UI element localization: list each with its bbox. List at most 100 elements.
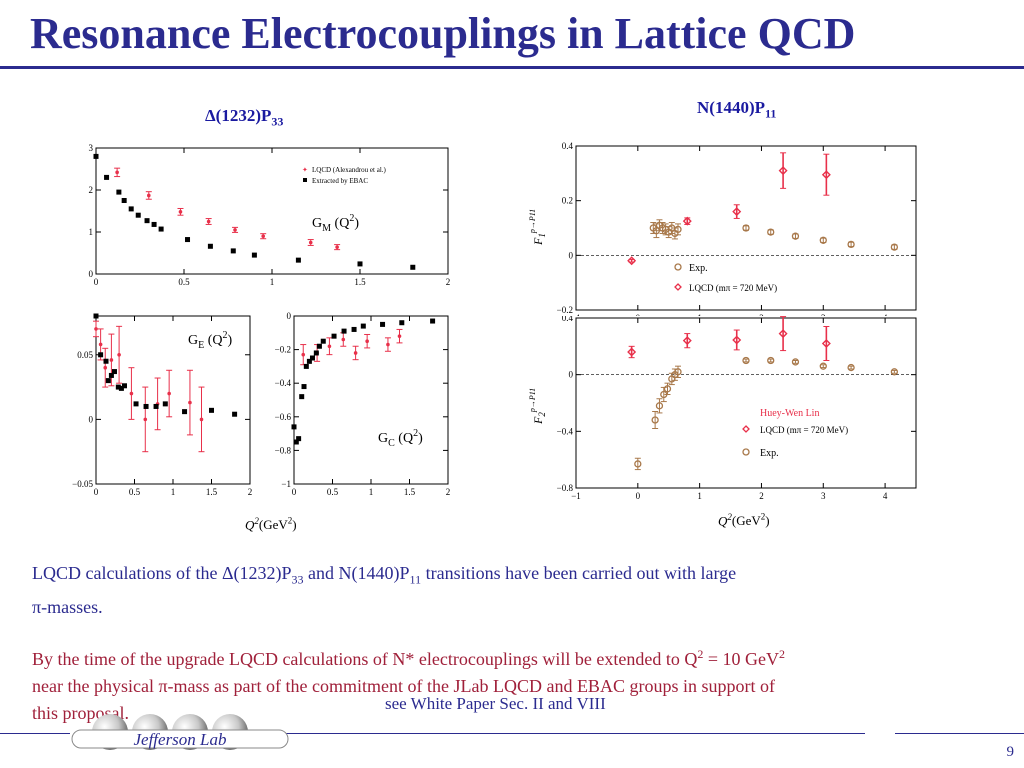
data-point: [207, 243, 213, 249]
heading-roper-sub: 11: [764, 106, 777, 121]
x-tick-label: 2: [446, 277, 451, 287]
y-tick-label: −0.2: [557, 305, 573, 315]
data-point: [341, 328, 347, 334]
data-point: [778, 329, 788, 339]
data-point: [360, 323, 366, 329]
y-tick-label: 0.4: [562, 316, 574, 323]
data-point: [301, 384, 307, 390]
data-point: [341, 337, 346, 342]
f1-chart: F1p→P11 Exp. LQCD (mπ = 720 MeV) −1 0 1 2 3 4…: [528, 141, 917, 316]
data-point: [147, 193, 151, 198]
data-point: [251, 252, 257, 258]
data-point: [674, 225, 682, 234]
y-tick-label: −0.2: [275, 345, 291, 355]
data-point: [627, 347, 637, 357]
roper-xlabel: Q2(GeV2): [718, 512, 770, 529]
footer-rule-left: [0, 733, 70, 734]
page-number: 9: [1006, 744, 1015, 760]
data-point: [819, 236, 827, 244]
f2-frame: [575, 317, 917, 489]
data-point: [732, 207, 742, 217]
data-point: [890, 368, 899, 376]
data-point: [351, 326, 357, 332]
ge-panel-label: GE (Q2): [188, 330, 233, 351]
data-point: [365, 339, 369, 343]
data-point: [397, 334, 402, 338]
data-point: [299, 394, 305, 400]
data-point: [98, 352, 104, 358]
data-point: [178, 210, 183, 214]
gc-panel-label: GC (Q2): [378, 428, 423, 449]
x-tick-label: 0.5: [327, 487, 339, 497]
x-tick-label: 0: [292, 487, 297, 497]
heading-roper-text: N(1440)P: [697, 98, 765, 117]
data-point: [293, 439, 299, 445]
data-point: [143, 403, 149, 409]
data-point: [380, 321, 386, 327]
y-tick-label: 1: [89, 227, 94, 237]
jefferson-lab-logo: Jefferson Lab: [71, 714, 289, 750]
y-tick-label: −1: [281, 479, 291, 489]
data-point: [320, 338, 326, 344]
y-tick-label: −0.05: [72, 479, 93, 489]
gc-chart: GC (Q2) 0 0.5 1 1.5 2 0 −0.2 −0.4 −0.6 −0.8 −1: [275, 311, 451, 497]
data-point: [742, 356, 750, 365]
data-point: [104, 174, 110, 180]
x-tick-label: 2: [759, 313, 764, 316]
data-point: [209, 407, 214, 413]
data-point: [791, 232, 800, 240]
f2-legend: Huey-Wen Lin LQCD (mπ = 720 MeV) Exp.: [742, 408, 848, 459]
x-tick-label: 0.5: [129, 487, 141, 497]
data-point: [199, 417, 204, 422]
heading-delta: Δ(1232)P33: [205, 106, 283, 129]
x-tick-label: 0: [636, 491, 641, 501]
white-paper-note: see White Paper Sec. II and VIII: [385, 694, 606, 713]
x-tick-label: 1: [369, 487, 374, 497]
x-tick-label: 0.5: [178, 277, 190, 287]
data-point: [291, 424, 297, 430]
data-point: [821, 339, 831, 348]
paragraph-lqcd: LQCD calculations of the Δ(1232)P33 and …: [32, 563, 737, 617]
data-point: [847, 240, 855, 249]
y-tick-label: 0.05: [77, 350, 93, 360]
x-tick-label: 3: [821, 313, 826, 316]
y-tick-label: 0.4: [562, 141, 574, 151]
data-point: [111, 369, 117, 375]
delta-xlabel: Q2(GeV2): [245, 516, 297, 533]
data-point: [188, 400, 192, 405]
data-point: [331, 333, 337, 339]
x-tick-label: 1: [697, 491, 702, 501]
y-tick-label: −0.8: [557, 483, 574, 493]
heading-delta-text: Δ(1232)P: [205, 106, 272, 125]
data-point: [105, 378, 111, 384]
x-tick-label: 0: [636, 313, 641, 316]
data-point: [386, 342, 390, 347]
x-tick-label: 3: [821, 491, 826, 501]
data-point: [144, 218, 150, 224]
data-point: [296, 436, 302, 442]
y-tick-label: 0: [569, 370, 574, 380]
data-point: [301, 352, 306, 357]
data-point: [109, 358, 114, 362]
data-point: [627, 256, 637, 266]
y-tick-label: 2: [89, 185, 94, 195]
gm-legend-lqcd: LQCD (Alexandrou et al.): [312, 166, 387, 174]
data-point: [143, 417, 148, 422]
data-point: [115, 384, 121, 390]
data-point: [93, 153, 99, 159]
data-point: [819, 362, 827, 370]
gm-frame: [95, 147, 449, 275]
f1-legend-exp: Exp.: [689, 263, 708, 274]
svg-text:✦: ✦: [302, 166, 308, 174]
data-point: [778, 166, 788, 176]
data-point: [309, 355, 315, 361]
y-tick-label: −0.4: [275, 378, 292, 388]
data-point: [327, 344, 332, 349]
data-point: [634, 460, 642, 468]
x-tick-label: 2: [248, 487, 253, 497]
data-point: [158, 226, 164, 232]
f2-ylabel: F2p→P11: [528, 388, 547, 425]
x-tick-label: 4: [883, 313, 888, 316]
data-point: [655, 402, 664, 410]
